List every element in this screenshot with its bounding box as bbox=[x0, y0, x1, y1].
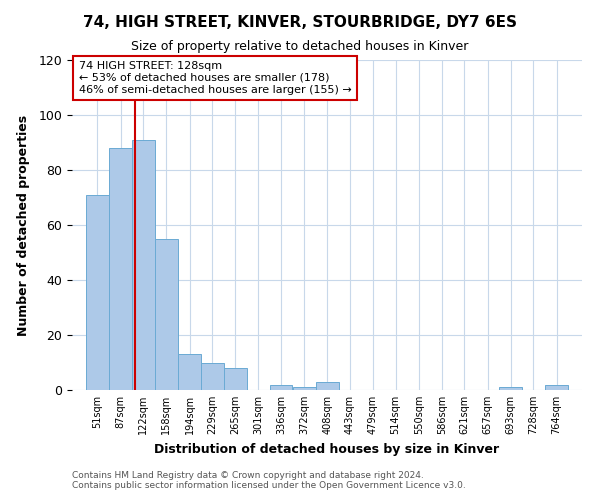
Bar bbox=[316, 382, 339, 390]
Bar bbox=[293, 387, 316, 390]
Bar bbox=[155, 239, 178, 390]
X-axis label: Distribution of detached houses by size in Kinver: Distribution of detached houses by size … bbox=[154, 442, 500, 456]
Text: 74, HIGH STREET, KINVER, STOURBRIDGE, DY7 6ES: 74, HIGH STREET, KINVER, STOURBRIDGE, DY… bbox=[83, 15, 517, 30]
Text: Size of property relative to detached houses in Kinver: Size of property relative to detached ho… bbox=[131, 40, 469, 53]
Bar bbox=[109, 148, 132, 390]
Bar bbox=[499, 387, 522, 390]
Bar bbox=[178, 354, 201, 390]
Bar bbox=[224, 368, 247, 390]
Bar bbox=[132, 140, 155, 390]
Text: Contains HM Land Registry data © Crown copyright and database right 2024.
Contai: Contains HM Land Registry data © Crown c… bbox=[72, 470, 466, 490]
Bar bbox=[86, 194, 109, 390]
Bar bbox=[200, 362, 224, 390]
Bar bbox=[269, 384, 292, 390]
Bar bbox=[545, 384, 568, 390]
Text: 74 HIGH STREET: 128sqm
← 53% of detached houses are smaller (178)
46% of semi-de: 74 HIGH STREET: 128sqm ← 53% of detached… bbox=[79, 62, 352, 94]
Y-axis label: Number of detached properties: Number of detached properties bbox=[17, 114, 30, 336]
